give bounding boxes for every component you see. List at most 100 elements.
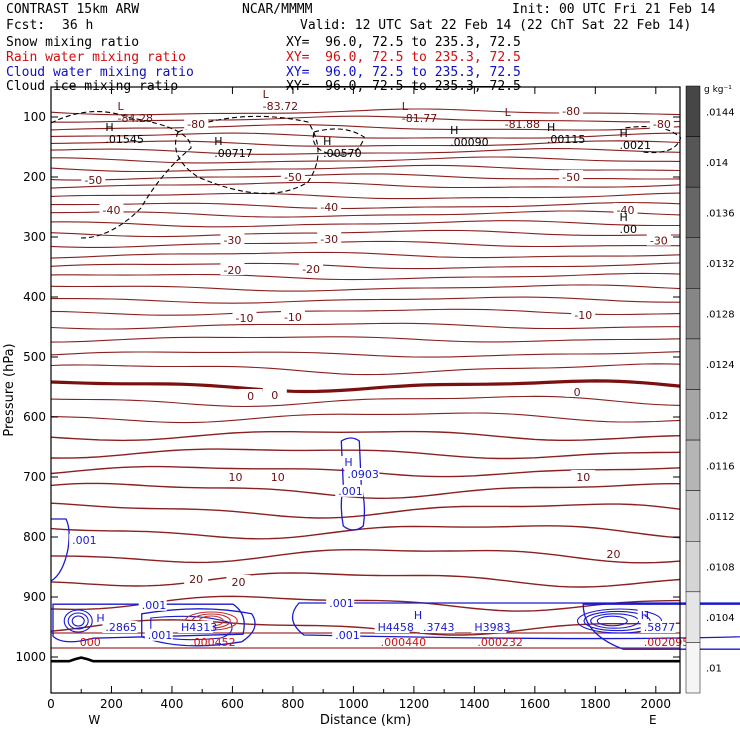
field-rain: Rain water mixing ratio (6, 50, 187, 65)
colorbar-label: .0128 (706, 310, 735, 321)
rain-label: .002095 (644, 636, 690, 649)
extremum-marker: L (263, 88, 270, 101)
isotherm-label: -80 (187, 118, 205, 131)
isotherm-line (50, 336, 681, 343)
colorbar-segment (685, 288, 701, 340)
extremum-marker: H (547, 121, 555, 134)
extremum-value: -81.88 (505, 118, 540, 131)
isotherm-line (50, 140, 681, 147)
colorbar-label: .0144 (706, 107, 735, 118)
y-tick-label: 400 (23, 290, 46, 304)
isotherm-line (50, 502, 681, 519)
isotherm-label-bg (559, 104, 584, 116)
isotherm-label: -10 (284, 311, 302, 324)
y-tick-label: 300 (23, 230, 46, 244)
colorbar-unit: g kg⁻¹ (704, 85, 732, 95)
cloud-water-label-bg (178, 621, 214, 633)
isotherm-line (50, 482, 680, 500)
isotherm-label: 20 (231, 576, 245, 589)
isotherm-line (50, 395, 681, 408)
x-tick-label: 400 (161, 697, 184, 711)
x-tick-label: 1400 (459, 697, 490, 711)
isotherm-label: 10 (228, 471, 242, 484)
colorbar-label: .0124 (706, 360, 735, 371)
cloud-water-label-bg (138, 598, 167, 611)
isotherm-label-bg (226, 575, 251, 587)
cloud-water-contour (141, 608, 256, 647)
isotherm-label-bg (220, 263, 245, 275)
colorbar-segment (685, 389, 701, 441)
isotherm-label: -50 (284, 171, 302, 184)
y-tick-label: 1000 (15, 650, 46, 664)
extremum-value: -84.28 (118, 112, 153, 125)
isotherm-label: -50 (84, 174, 102, 187)
isotherm-label: -30 (223, 234, 241, 247)
x-tick-label: 1200 (399, 697, 430, 711)
cloud-ice-contour (312, 128, 365, 156)
colorbar-label: .0104 (706, 613, 735, 624)
extremum-value: .00570 (323, 147, 362, 160)
isotherm-line (50, 124, 681, 131)
isotherm-label: -10 (574, 309, 592, 322)
isotherm-line (50, 284, 681, 292)
rain-label: .000440 (381, 636, 427, 649)
cloud-features (50, 111, 740, 650)
extremum-marker: H (450, 124, 458, 137)
isotherm-label: -80 (653, 118, 671, 131)
isotherm-line (50, 363, 681, 376)
y-tick-label: 100 (23, 110, 46, 124)
x-tick-label: 600 (221, 697, 244, 711)
isotherm-label-bg (232, 311, 257, 323)
y-tick-label: 900 (23, 590, 46, 604)
cloud-ice-contour (50, 111, 192, 239)
cloud-water-label: .0903 (347, 468, 379, 481)
cloud-water-label-bg (332, 628, 361, 641)
colorbar-label: .0136 (706, 208, 735, 219)
init-time: Init: 00 UTC Fri 21 Feb 14 (512, 2, 716, 17)
extremum-value: -81.77 (402, 112, 437, 125)
isotherm-line (50, 115, 681, 123)
y-tick-label: 200 (23, 170, 46, 184)
cloud-water-label: H (641, 609, 649, 622)
isotherm-line (50, 548, 681, 564)
x-tick-label: 200 (100, 697, 123, 711)
cloud-water-contour (63, 609, 93, 633)
isotherm-label-bg (184, 117, 209, 130)
x-axis-label: Distance (km) (320, 713, 411, 728)
xy-rain: XY= 96.0, 72.5 to 235.3, 72.5 (286, 50, 521, 65)
isotherm-line (50, 164, 681, 173)
isotherm-label-bg (223, 470, 248, 482)
isotherm-label: -80 (562, 105, 580, 118)
isotherm-label-bg (571, 308, 596, 320)
isotherm-line (50, 322, 680, 330)
isotherm-label: -50 (562, 171, 580, 184)
isotherm-label: -40 (617, 204, 635, 217)
isotherm-label-bg (613, 203, 638, 215)
isotherm-label-bg (262, 387, 287, 400)
cloud-water-label: H (96, 612, 104, 625)
isotherm-label: -20 (302, 263, 320, 276)
model-title: CONTRAST 15km ARW (6, 2, 140, 17)
colorbar-label: .012 (706, 411, 728, 422)
isotherm-label-bg (646, 233, 671, 246)
isotherm-label-bg (220, 233, 245, 245)
cloud-water-label: H (414, 609, 422, 622)
isotherm-line (50, 132, 681, 139)
colorbar-segment (685, 338, 701, 390)
isotherm-line (50, 412, 681, 424)
x-tick-label: 1600 (520, 697, 551, 711)
isotherm-line (50, 240, 680, 248)
isotherm-label-bg (571, 470, 596, 482)
x-tick-label: 2000 (641, 697, 672, 711)
y-tick-label: 600 (23, 410, 46, 424)
colorbar-segment (685, 591, 701, 643)
isotherm-label: -20 (223, 264, 241, 277)
isotherm-line (50, 173, 681, 181)
isotherm-label-bg (280, 309, 305, 322)
extremum-marker: L (505, 106, 512, 119)
cloud-water-label: H4458 (378, 621, 414, 634)
isotherm-line (51, 296, 680, 304)
extremum-marker: H (214, 135, 222, 148)
colorbar-segment (685, 136, 701, 188)
extremum-value: .00 (620, 223, 638, 236)
